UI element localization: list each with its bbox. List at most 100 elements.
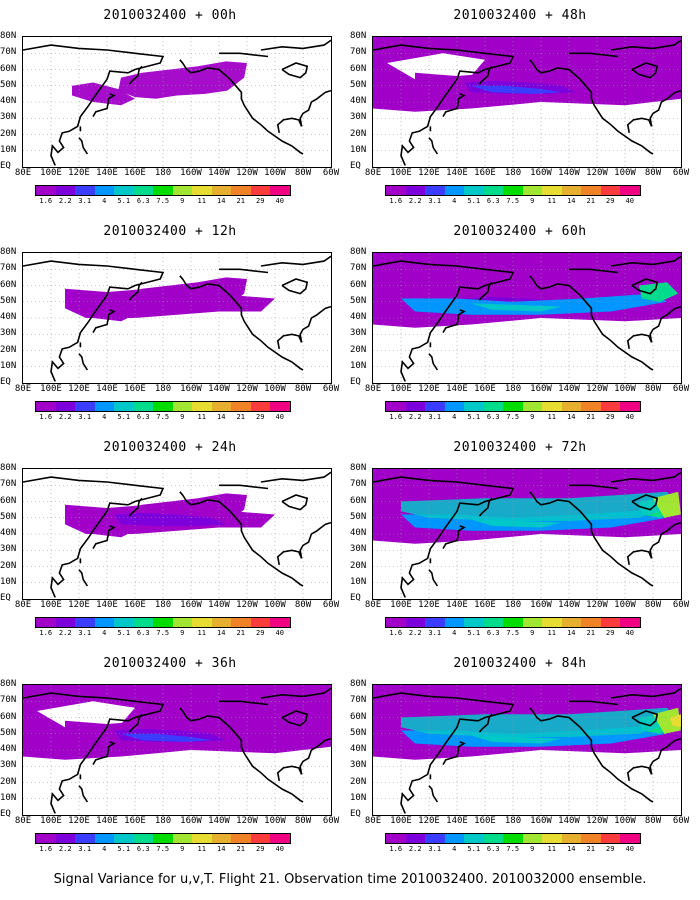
colorbar-swatch <box>620 618 640 627</box>
coastline <box>299 305 331 343</box>
longitude-label: 140E <box>446 816 468 826</box>
signal-region <box>401 491 679 521</box>
colorbar-swatch <box>55 834 75 843</box>
colorbar-label: 3.1 <box>428 629 442 637</box>
coastline <box>428 569 439 587</box>
longitude-label: 100W <box>614 600 636 610</box>
coastline <box>23 260 165 382</box>
coastline <box>281 494 309 511</box>
colorbar-swatch <box>172 186 192 195</box>
panel-title: 2010032400 + 36h <box>103 656 237 671</box>
colorbar-swatch <box>444 402 464 411</box>
longitude-label: 140E <box>446 384 468 394</box>
latitude-label: EQ <box>0 377 11 387</box>
coastline <box>276 117 303 134</box>
colorbar <box>35 833 291 844</box>
colorbar-label: 7.5 <box>506 413 520 421</box>
colorbar-swatch <box>133 834 153 843</box>
latitude-label: 70N <box>350 695 367 706</box>
panel-title: 2010032400 + 12h <box>103 224 237 239</box>
latitude-label: 10N <box>0 792 17 803</box>
coastline <box>442 309 466 334</box>
signal-region <box>72 730 135 754</box>
map-svg <box>373 685 681 815</box>
colorbar-label: 11 <box>197 629 206 637</box>
colorbar-label: 40 <box>275 197 284 205</box>
coastline <box>281 62 309 79</box>
coastline <box>373 44 515 166</box>
latitude-label: 10N <box>0 576 17 587</box>
longitude-label: 160W <box>180 168 202 178</box>
latitude-label: 60N <box>350 63 367 74</box>
panel-title: 2010032400 + 24h <box>103 440 237 455</box>
colorbar-label: 3.1 <box>78 197 92 205</box>
latitude-label: 70N <box>0 479 17 490</box>
colorbar-label: 21 <box>236 413 245 421</box>
colorbar-swatch <box>425 834 445 843</box>
colorbar-label: 4 <box>102 845 107 853</box>
longitude-label: 80W <box>294 600 312 610</box>
longitude-label: 140W <box>208 168 230 178</box>
colorbar-swatch <box>464 834 484 843</box>
latitude-label: 30N <box>0 544 17 555</box>
colorbar-label: 6.3 <box>486 197 500 205</box>
coastline <box>626 333 653 350</box>
colorbar-label: 21 <box>236 197 245 205</box>
latitude-label: 10N <box>0 144 17 155</box>
map-area <box>22 36 332 168</box>
colorbar-swatch <box>522 402 542 411</box>
colorbar-label: 1.6 <box>39 629 53 637</box>
colorbar-swatch <box>172 834 192 843</box>
coastline <box>478 281 493 301</box>
coastline <box>299 89 331 127</box>
colorbar-label: 21 <box>586 629 595 637</box>
map-svg <box>23 37 331 167</box>
longitude-label: 140E <box>96 168 118 178</box>
coastline <box>569 700 619 706</box>
coastline <box>179 707 304 803</box>
colorbar-label: 3.1 <box>428 413 442 421</box>
longitude-label: 120W <box>586 168 608 178</box>
latitude-label: EQ <box>0 593 11 603</box>
colorbar <box>385 617 641 628</box>
colorbar-swatch <box>503 618 523 627</box>
coastline <box>529 275 654 371</box>
latitude-label: EQ <box>350 593 361 603</box>
longitude-label: 140W <box>558 600 580 610</box>
colorbar-label: 4 <box>102 197 107 205</box>
longitude-label: 100W <box>614 168 636 178</box>
longitude-label: 180 <box>154 816 172 826</box>
colorbar-label: 9 <box>530 629 535 637</box>
colorbar <box>35 185 291 196</box>
map-svg <box>23 469 331 599</box>
colorbar-swatch <box>600 402 620 411</box>
coastline <box>128 497 143 517</box>
colorbar-swatch <box>522 186 542 195</box>
longitude-label: 100E <box>390 600 412 610</box>
signal-region <box>669 714 681 728</box>
longitude-label: 140W <box>558 384 580 394</box>
colorbar-label: 40 <box>625 413 634 421</box>
colorbar-label: 7.5 <box>506 629 520 637</box>
colorbar-label: 4 <box>452 629 457 637</box>
colorbar-label: 7.5 <box>156 413 170 421</box>
latitude-label: 10N <box>0 360 17 371</box>
longitude-label: 120W <box>236 168 258 178</box>
latitude-label: 80N <box>0 247 17 257</box>
longitude-label: 100E <box>390 384 412 394</box>
colorbar-swatch <box>153 834 173 843</box>
coastline <box>442 93 466 118</box>
coastline <box>276 333 303 350</box>
latitude-label: 50N <box>350 511 367 522</box>
map-panel: 2010032400 + 84h 80N 70N 60N 50N 40N 30N 20N 10N… <box>350 656 690 876</box>
coastline <box>128 713 143 733</box>
coastline <box>260 39 331 51</box>
latitude-label: 70N <box>350 479 367 490</box>
longitude-label: 160E <box>474 600 496 610</box>
latitude-label: 40N <box>0 528 17 538</box>
coastline <box>569 52 619 58</box>
colorbar-swatch <box>192 834 212 843</box>
longitude-label: 100E <box>40 384 62 394</box>
colorbar-label: 6.3 <box>136 197 150 205</box>
colorbar-swatch <box>153 402 173 411</box>
